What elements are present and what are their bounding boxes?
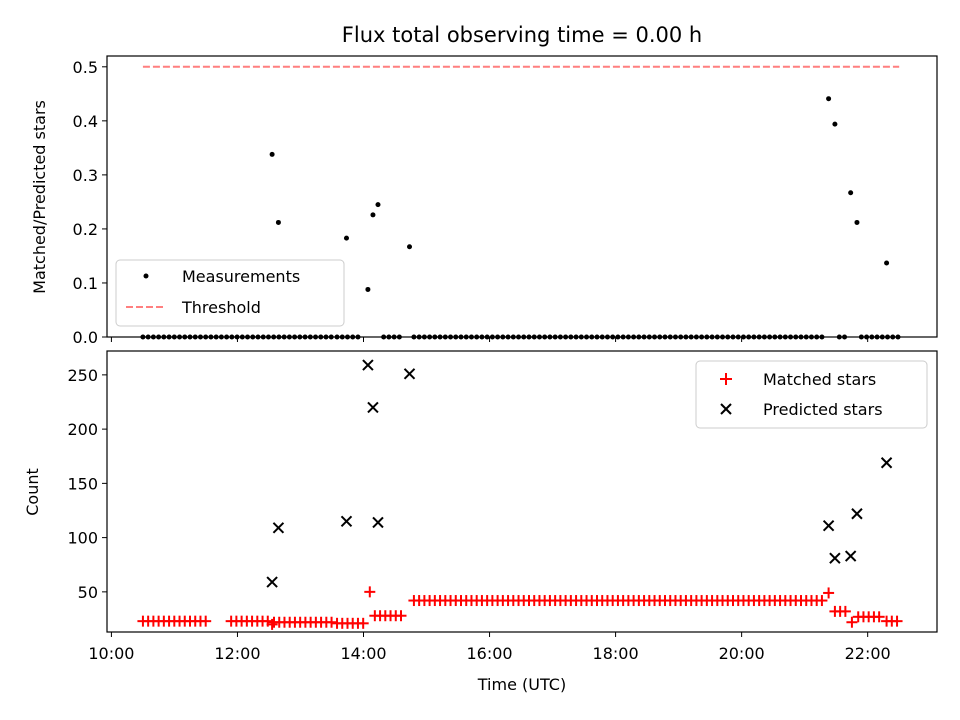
measurement-point	[884, 260, 890, 266]
measurement-point	[375, 202, 381, 208]
measurement-point	[854, 219, 860, 225]
x-tick-label: 12:00	[214, 644, 260, 663]
y-tick-label: 0.2	[73, 220, 98, 239]
y-tick-label: 0.3	[73, 166, 98, 185]
measurement-point	[407, 244, 413, 250]
bottom-panel: 10:00 12:00 14:00 16:00 18:00 20:00 22:00 50 10…	[23, 350, 938, 694]
bottom-axes-frame	[106, 350, 938, 633]
legend-matched-label: Matched stars	[763, 370, 876, 389]
top-axes-frame	[106, 55, 938, 338]
matched-star-point	[357, 617, 369, 629]
predicted-star-point	[367, 401, 379, 414]
y-tick-label: 250	[67, 366, 98, 385]
y-tick-label: 0.4	[73, 112, 98, 131]
measurement-point	[826, 96, 832, 102]
x-axis-label: Time (UTC)	[477, 675, 566, 694]
top-legend: Measurements Threshold	[115, 259, 345, 327]
predicted-star-point	[372, 516, 384, 529]
predicted-star-point	[880, 457, 893, 469]
y-tick-label: 200	[67, 420, 98, 439]
measurement-point	[365, 286, 371, 292]
legend-threshold-label: Threshold	[181, 298, 261, 317]
x-tick-label: 14:00	[340, 644, 386, 663]
legend-measurements-marker	[143, 273, 149, 279]
measurement-point	[343, 235, 349, 241]
y-tick-label: 0.1	[73, 274, 98, 293]
measurement-point	[370, 212, 376, 218]
predicted-star-point	[272, 522, 285, 534]
x-tick-label: 18:00	[593, 644, 639, 663]
matched-star-point	[200, 615, 212, 627]
matched-star-point	[823, 587, 835, 599]
predicted-star-point	[829, 552, 841, 564]
x-tick-label: 16:00	[466, 644, 512, 663]
predicted-star-point	[266, 576, 278, 588]
matched-star-point	[816, 595, 828, 607]
predicted-star-point	[403, 368, 416, 380]
measurement-point	[275, 219, 281, 225]
bottom-legend: Matched stars Predicted stars	[695, 360, 928, 429]
predicted-star-point	[822, 519, 835, 532]
legend-predicted-label: Predicted stars	[763, 400, 883, 419]
top-y-axis-label: Matched/Predicted stars	[30, 100, 49, 294]
matched-star-point	[873, 611, 885, 623]
bottom-plot-area	[137, 359, 903, 630]
bottom-x-ticks: 10:00 12:00 14:00 16:00 18:00 20:00 22:00	[88, 632, 891, 663]
predicted-star-point	[844, 550, 857, 562]
top-x-ticks	[110, 337, 869, 342]
x-tick-label: 20:00	[719, 644, 765, 663]
matched-star-point	[395, 610, 407, 622]
bottom-legend-box	[695, 360, 928, 429]
y-tick-label: 100	[67, 529, 98, 548]
top-panel: 0.0 0.1 0.2 0.3 0.4 0.5 Matched/Predicted sta…	[30, 55, 938, 347]
bottom-y-axis-label: Count	[23, 468, 42, 516]
matched-star-point	[891, 615, 903, 627]
top-y-ticks: 0.0 0.1 0.2 0.3 0.4 0.5	[73, 58, 107, 347]
x-tick-label: 10:00	[88, 644, 134, 663]
predicted-star-point	[340, 515, 353, 528]
chart-title: Flux total observing time = 0.00 h	[342, 23, 702, 47]
matched-star-point	[846, 616, 858, 628]
matched-star-point	[326, 616, 338, 628]
measurement-point	[832, 121, 838, 127]
y-tick-label: 0.5	[73, 58, 98, 77]
y-tick-label: 0.0	[73, 328, 98, 347]
bottom-y-ticks: 50 100 150 200 250	[67, 366, 107, 602]
predicted-star-point	[851, 508, 863, 520]
y-tick-label: 150	[67, 474, 98, 493]
matched-star-point	[839, 605, 851, 617]
legend-measurements-label: Measurements	[182, 267, 300, 286]
matched-star-point	[364, 586, 376, 598]
top-legend-box	[115, 259, 345, 327]
measurement-point	[848, 190, 854, 196]
legend-predicted-marker	[720, 403, 732, 415]
legend-matched-marker	[720, 373, 732, 385]
predicted-star-point	[362, 359, 374, 371]
y-tick-label: 50	[78, 583, 98, 602]
measurement-point	[269, 151, 275, 157]
x-tick-label: 22:00	[845, 644, 891, 663]
matched-star-point	[266, 618, 278, 630]
